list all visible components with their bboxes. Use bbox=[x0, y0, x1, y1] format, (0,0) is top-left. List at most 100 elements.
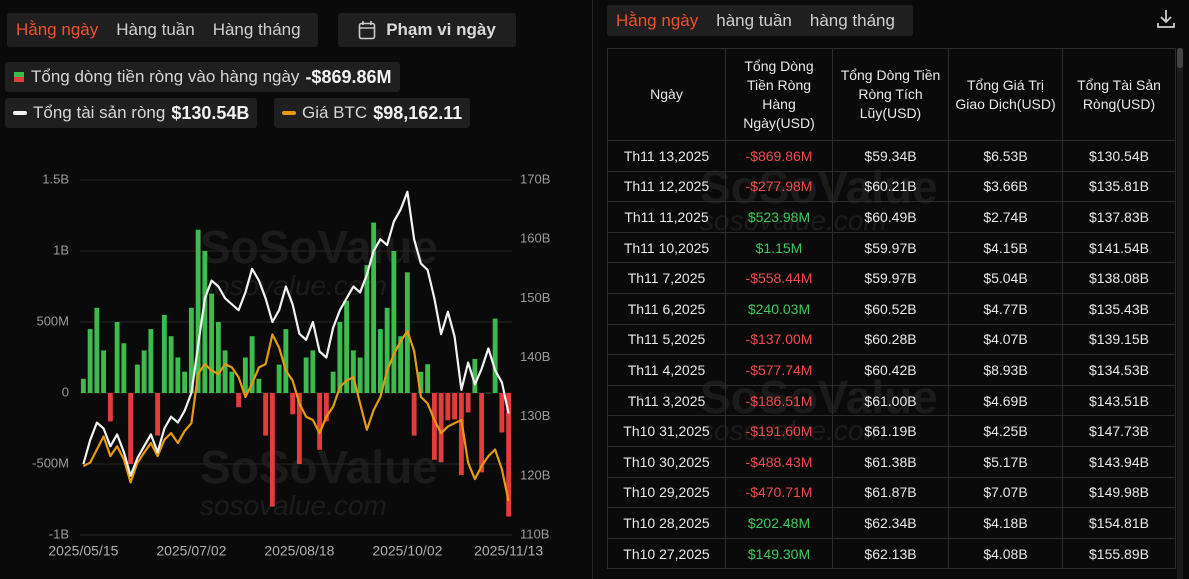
table-row: Th11 7,2025 -$558.44M $59.97B $5.04B $138.08… bbox=[607, 262, 1176, 294]
table-cell: $61.00B bbox=[832, 384, 949, 417]
table-row: Th11 11,2025 $523.98M $60.49B $2.74B $137.83… bbox=[607, 201, 1176, 233]
chart: -1B -500M 0 500M 1B 1.5B 110B 120B 130B 140B 150B 1… bbox=[32, 171, 550, 559]
table-cell: $143.51B bbox=[1062, 384, 1176, 417]
bar bbox=[263, 393, 269, 436]
table-cell: Th11 13,2025 bbox=[607, 140, 726, 172]
bar bbox=[269, 393, 275, 507]
bar bbox=[168, 336, 174, 393]
bar bbox=[182, 371, 188, 393]
bar bbox=[411, 393, 417, 436]
bar bbox=[87, 329, 93, 393]
table-cell: $60.49B bbox=[832, 201, 949, 233]
table-cell: $61.38B bbox=[832, 445, 949, 478]
table-cell: $4.25B bbox=[948, 415, 1063, 447]
table-cell: $4.69B bbox=[948, 384, 1063, 417]
table-row: Th11 13,2025 -$869.86M $59.34B $6.53B $130.5… bbox=[607, 140, 1176, 172]
legend-value: $130.54B bbox=[171, 102, 250, 123]
bar bbox=[242, 357, 248, 393]
bar bbox=[384, 307, 390, 393]
table-cell: -$277.98M bbox=[725, 170, 833, 203]
table-period-tabs: Hằng ngày hàng tuần hàng tháng bbox=[607, 5, 913, 36]
tab[interactable]: Hàng tháng bbox=[212, 20, 301, 39]
x-tick-label: 2025/11/13 bbox=[474, 543, 543, 559]
legend-swatch bbox=[282, 111, 296, 115]
table-cell: $154.81B bbox=[1062, 507, 1176, 539]
date-range-button[interactable]: Phạm vi ngày bbox=[338, 13, 516, 47]
legend-assets: Tổng tài sản ròng $130.54B bbox=[5, 98, 258, 128]
table-cell: $134.53B bbox=[1062, 354, 1176, 386]
bar bbox=[445, 393, 451, 421]
bar bbox=[114, 322, 120, 393]
bar bbox=[155, 393, 161, 436]
legend-label: Giá BTC bbox=[302, 103, 368, 122]
bar bbox=[202, 251, 208, 393]
table-cell: -$869.86M bbox=[725, 140, 833, 172]
tab[interactable]: Hằng ngày bbox=[616, 10, 699, 30]
bar bbox=[107, 393, 113, 422]
table-cell: $6.53B bbox=[948, 140, 1063, 172]
legend-swatch bbox=[13, 111, 27, 115]
bar bbox=[377, 329, 383, 393]
bar bbox=[134, 364, 140, 393]
y2-tick-label: 120B bbox=[520, 467, 550, 482]
bar bbox=[229, 371, 235, 393]
x-tick-label: 2025/10/02 bbox=[372, 543, 442, 559]
bar bbox=[141, 350, 147, 393]
table-cell: $59.97B bbox=[832, 231, 949, 264]
bar bbox=[350, 350, 356, 393]
y2-tick-label: 170B bbox=[520, 171, 550, 186]
bar bbox=[485, 392, 491, 394]
bar bbox=[323, 393, 329, 422]
table-row: Th11 3,2025 -$186.51M $61.00B $4.69B $143.51… bbox=[607, 384, 1176, 417]
table-cell: $62.13B bbox=[832, 537, 949, 570]
table-cell: -$577.74M bbox=[725, 354, 833, 386]
table-cell: $138.08B bbox=[1062, 262, 1176, 294]
legend-label: Tổng dòng tiền ròng vào hàng ngày bbox=[31, 67, 300, 86]
table-cell: $5.17B bbox=[948, 445, 1063, 478]
y-tick-label: -500M bbox=[32, 455, 69, 470]
table-cell: Th11 5,2025 bbox=[607, 323, 726, 356]
table-cell: $60.28B bbox=[832, 323, 949, 356]
download-icon[interactable] bbox=[1155, 8, 1177, 30]
table-cell: $143.94B bbox=[1062, 445, 1176, 478]
y-tick-label: 1.5B bbox=[42, 171, 69, 186]
table-cell: $8.93B bbox=[948, 354, 1063, 386]
bar bbox=[161, 314, 167, 393]
tab[interactable]: hàng tuần bbox=[716, 10, 792, 30]
table-row: Th10 31,2025 -$191.60M $61.19B $4.25B $147.7… bbox=[607, 415, 1176, 447]
table-row: Th11 5,2025 -$137.00M $60.28B $4.07B $139.15… bbox=[607, 323, 1176, 356]
bar bbox=[330, 371, 336, 393]
y-tick-label: 0 bbox=[62, 384, 69, 399]
table-row: Th11 10,2025 $1.15M $59.97B $4.15B $141.54B bbox=[607, 231, 1176, 264]
bar bbox=[249, 336, 255, 393]
legend-btc: Giá BTC $98,162.11 bbox=[274, 98, 471, 128]
scrollbar[interactable] bbox=[1177, 48, 1183, 579]
bar bbox=[80, 378, 86, 393]
tab[interactable]: hàng tháng bbox=[809, 10, 895, 30]
bar bbox=[215, 322, 221, 393]
table-cell: $4.07B bbox=[948, 323, 1063, 356]
bar bbox=[94, 307, 100, 393]
x-tick-label: 2025/07/02 bbox=[156, 543, 226, 559]
bar bbox=[438, 393, 444, 463]
table-row: Th10 27,2025 $149.30M $62.13B $4.08B $155.89… bbox=[607, 537, 1176, 570]
legend-flow: Tổng dòng tiền ròng vào hàng ngày -$869.… bbox=[5, 62, 400, 92]
bar bbox=[195, 229, 201, 393]
tab[interactable]: Hằng ngày bbox=[16, 20, 99, 39]
bar bbox=[310, 350, 316, 393]
table-cell: $61.19B bbox=[832, 415, 949, 447]
bar bbox=[398, 336, 404, 393]
bar bbox=[452, 393, 458, 420]
data-table: Ngày Tổng Dòng Tiền Ròng Hàng Ngày(USD) Tổ… bbox=[607, 48, 1176, 570]
bar bbox=[148, 329, 154, 393]
table-cell: $7.07B bbox=[948, 476, 1063, 509]
period-tabs: Hằng ngày Hàng tuần Hàng tháng bbox=[7, 13, 318, 47]
tab[interactable]: Hàng tuần bbox=[116, 20, 195, 39]
y2-tick-label: 110B bbox=[520, 526, 549, 541]
table-cell: $60.42B bbox=[832, 354, 949, 386]
table-row: Th10 28,2025 $202.48M $62.34B $4.18B $154.81… bbox=[607, 507, 1176, 539]
table-cell: $149.30M bbox=[725, 537, 833, 570]
bar bbox=[101, 350, 107, 393]
scroll-thumb[interactable] bbox=[1177, 48, 1183, 68]
